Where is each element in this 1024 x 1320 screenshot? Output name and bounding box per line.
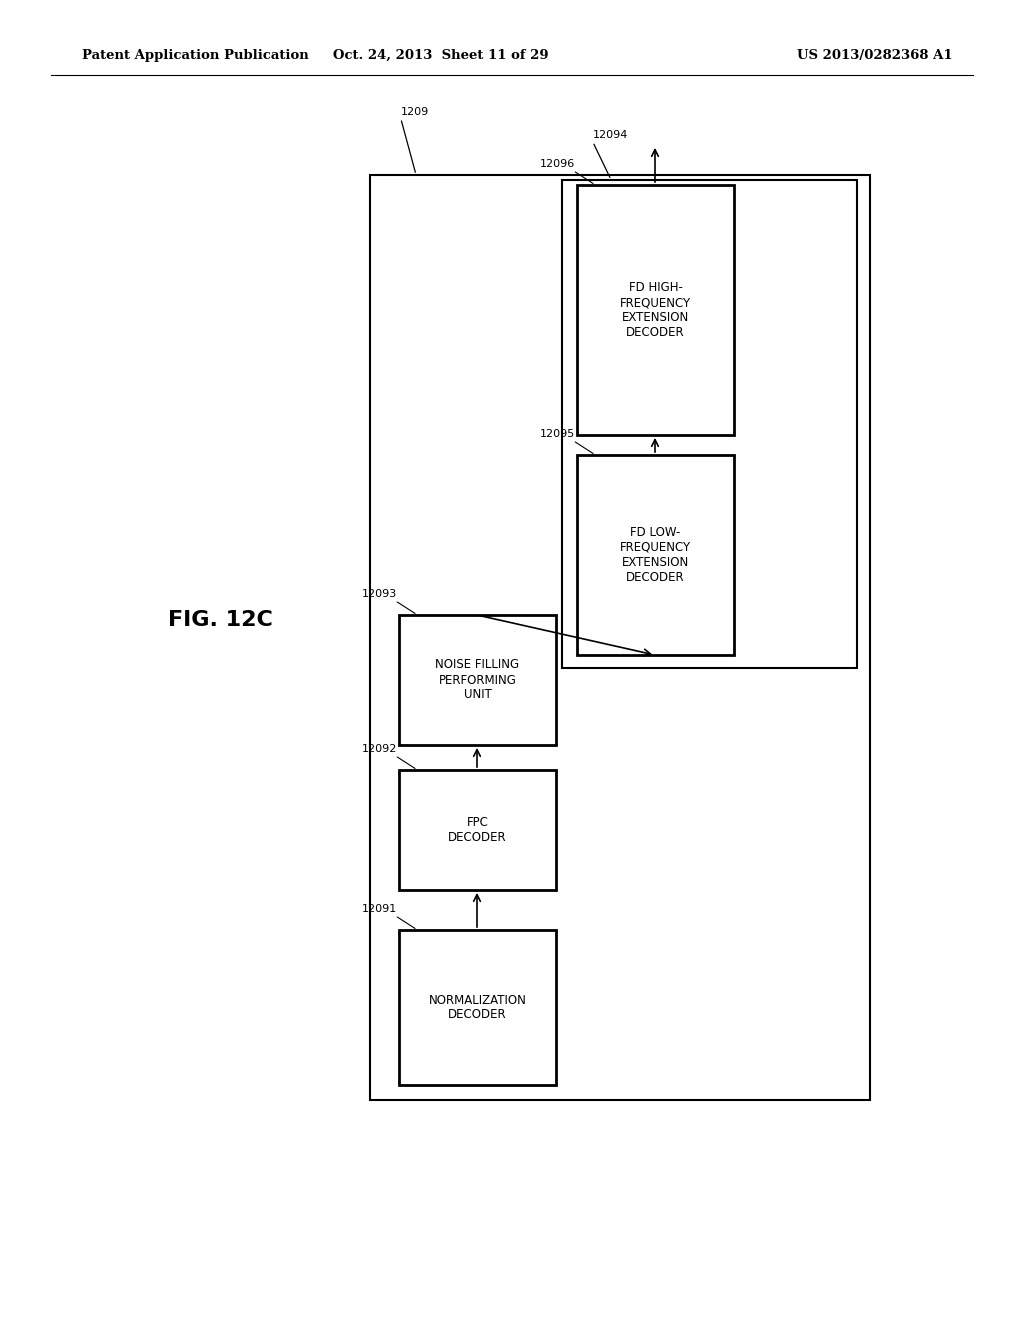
Text: 12094: 12094	[593, 131, 628, 140]
Text: 12092: 12092	[361, 744, 397, 754]
Text: 12096: 12096	[540, 160, 574, 169]
Text: Patent Application Publication: Patent Application Publication	[82, 49, 308, 62]
FancyBboxPatch shape	[577, 185, 734, 436]
FancyBboxPatch shape	[577, 455, 734, 655]
Text: NOISE FILLING
PERFORMING
UNIT: NOISE FILLING PERFORMING UNIT	[435, 659, 519, 701]
FancyBboxPatch shape	[399, 615, 556, 744]
Text: 12091: 12091	[361, 904, 397, 915]
Text: 12093: 12093	[361, 589, 397, 599]
Text: FD HIGH-
FREQUENCY
EXTENSION
DECODER: FD HIGH- FREQUENCY EXTENSION DECODER	[620, 281, 691, 339]
Text: FIG. 12C: FIG. 12C	[168, 610, 272, 630]
FancyBboxPatch shape	[370, 176, 870, 1100]
Text: 12095: 12095	[540, 429, 574, 440]
Text: NORMALIZATION
DECODER: NORMALIZATION DECODER	[429, 994, 526, 1022]
Text: 1209: 1209	[400, 107, 429, 117]
FancyBboxPatch shape	[399, 770, 556, 890]
FancyBboxPatch shape	[562, 180, 857, 668]
FancyBboxPatch shape	[399, 931, 556, 1085]
Text: Oct. 24, 2013  Sheet 11 of 29: Oct. 24, 2013 Sheet 11 of 29	[333, 49, 548, 62]
Text: FD LOW-
FREQUENCY
EXTENSION
DECODER: FD LOW- FREQUENCY EXTENSION DECODER	[620, 525, 691, 583]
Text: US 2013/0282368 A1: US 2013/0282368 A1	[797, 49, 952, 62]
Text: FPC
DECODER: FPC DECODER	[449, 816, 507, 843]
